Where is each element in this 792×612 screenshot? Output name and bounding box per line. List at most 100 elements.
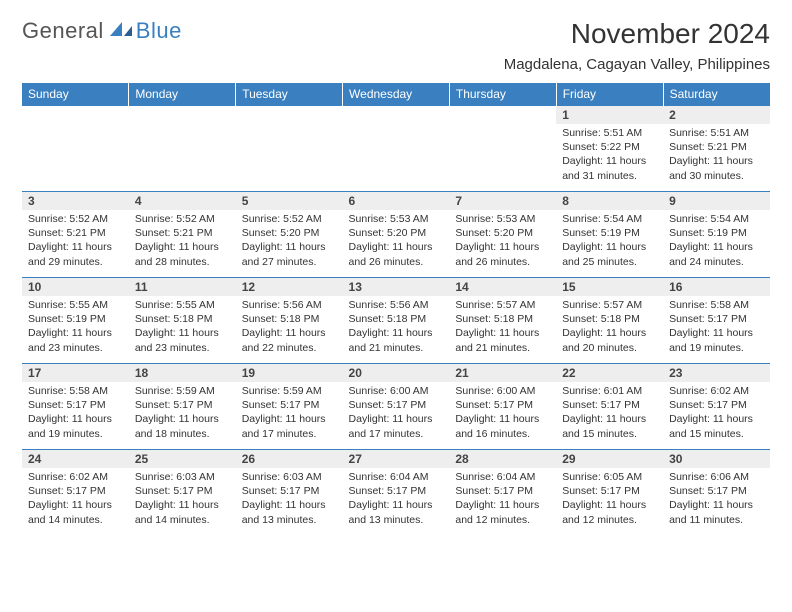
sunset-line: Sunset: 5:19 PM — [28, 312, 123, 326]
day-number: 28 — [449, 450, 556, 468]
sunrise-line: Sunrise: 6:03 AM — [135, 470, 230, 484]
calendar-day-cell: 13Sunrise: 5:56 AMSunset: 5:18 PMDayligh… — [343, 278, 450, 364]
calendar-day-cell: 28Sunrise: 6:04 AMSunset: 5:17 PMDayligh… — [449, 450, 556, 536]
sunrise-line: Sunrise: 5:53 AM — [349, 212, 444, 226]
daylight-line: Daylight: 11 hours and 15 minutes. — [562, 412, 657, 440]
day-content: Sunrise: 5:52 AMSunset: 5:21 PMDaylight:… — [22, 210, 129, 273]
daylight-line: Daylight: 11 hours and 23 minutes. — [135, 326, 230, 354]
sunrise-line: Sunrise: 6:04 AM — [349, 470, 444, 484]
day-content: Sunrise: 5:57 AMSunset: 5:18 PMDaylight:… — [449, 296, 556, 359]
calendar-day-cell: 2Sunrise: 5:51 AMSunset: 5:21 PMDaylight… — [663, 106, 770, 192]
day-content: Sunrise: 5:53 AMSunset: 5:20 PMDaylight:… — [449, 210, 556, 273]
day-content: Sunrise: 5:56 AMSunset: 5:18 PMDaylight:… — [236, 296, 343, 359]
weekday-header-row: SundayMondayTuesdayWednesdayThursdayFrid… — [22, 83, 770, 106]
sunrise-line: Sunrise: 5:51 AM — [669, 126, 764, 140]
day-number: 4 — [129, 192, 236, 210]
day-number: 7 — [449, 192, 556, 210]
daylight-line: Daylight: 11 hours and 23 minutes. — [28, 326, 123, 354]
day-number: 8 — [556, 192, 663, 210]
logo: General Blue — [22, 18, 182, 44]
sunrise-line: Sunrise: 5:56 AM — [349, 298, 444, 312]
sunrise-line: Sunrise: 5:51 AM — [562, 126, 657, 140]
day-number: 9 — [663, 192, 770, 210]
daylight-line: Daylight: 11 hours and 20 minutes. — [562, 326, 657, 354]
sunset-line: Sunset: 5:17 PM — [242, 484, 337, 498]
day-content: Sunrise: 5:55 AMSunset: 5:18 PMDaylight:… — [129, 296, 236, 359]
calendar-week-row: 24Sunrise: 6:02 AMSunset: 5:17 PMDayligh… — [22, 450, 770, 536]
daylight-line: Daylight: 11 hours and 14 minutes. — [135, 498, 230, 526]
sunrise-line: Sunrise: 6:00 AM — [349, 384, 444, 398]
day-content: Sunrise: 6:04 AMSunset: 5:17 PMDaylight:… — [343, 468, 450, 531]
day-content: Sunrise: 5:59 AMSunset: 5:17 PMDaylight:… — [236, 382, 343, 445]
day-content: Sunrise: 6:01 AMSunset: 5:17 PMDaylight:… — [556, 382, 663, 445]
daylight-line: Daylight: 11 hours and 29 minutes. — [28, 240, 123, 268]
day-content: Sunrise: 6:00 AMSunset: 5:17 PMDaylight:… — [449, 382, 556, 445]
day-number: 18 — [129, 364, 236, 382]
calendar-day-cell: 11Sunrise: 5:55 AMSunset: 5:18 PMDayligh… — [129, 278, 236, 364]
calendar-day-cell: 8Sunrise: 5:54 AMSunset: 5:19 PMDaylight… — [556, 192, 663, 278]
sunrise-line: Sunrise: 5:56 AM — [242, 298, 337, 312]
sunset-line: Sunset: 5:18 PM — [135, 312, 230, 326]
day-content: Sunrise: 6:03 AMSunset: 5:17 PMDaylight:… — [129, 468, 236, 531]
calendar-day-cell: 22Sunrise: 6:01 AMSunset: 5:17 PMDayligh… — [556, 364, 663, 450]
daylight-line: Daylight: 11 hours and 25 minutes. — [562, 240, 657, 268]
day-content: Sunrise: 5:52 AMSunset: 5:21 PMDaylight:… — [129, 210, 236, 273]
day-content: Sunrise: 6:02 AMSunset: 5:17 PMDaylight:… — [663, 382, 770, 445]
day-content: Sunrise: 5:59 AMSunset: 5:17 PMDaylight:… — [129, 382, 236, 445]
sunset-line: Sunset: 5:19 PM — [669, 226, 764, 240]
weekday-header: Tuesday — [236, 83, 343, 106]
day-number: 19 — [236, 364, 343, 382]
day-content: Sunrise: 6:03 AMSunset: 5:17 PMDaylight:… — [236, 468, 343, 531]
day-number: 23 — [663, 364, 770, 382]
page-subtitle: Magdalena, Cagayan Valley, Philippines — [504, 56, 770, 73]
sunrise-line: Sunrise: 5:54 AM — [562, 212, 657, 226]
day-content: Sunrise: 5:51 AMSunset: 5:21 PMDaylight:… — [663, 124, 770, 187]
day-number: 12 — [236, 278, 343, 296]
daylight-line: Daylight: 11 hours and 21 minutes. — [349, 326, 444, 354]
day-number: 6 — [343, 192, 450, 210]
sunset-line: Sunset: 5:18 PM — [349, 312, 444, 326]
calendar-week-row: ..........1Sunrise: 5:51 AMSunset: 5:22 … — [22, 106, 770, 192]
sunrise-line: Sunrise: 5:52 AM — [242, 212, 337, 226]
sunrise-line: Sunrise: 5:58 AM — [28, 384, 123, 398]
sunrise-line: Sunrise: 6:05 AM — [562, 470, 657, 484]
calendar-day-cell: .. — [236, 106, 343, 192]
weekday-header: Wednesday — [343, 83, 450, 106]
daylight-line: Daylight: 11 hours and 14 minutes. — [28, 498, 123, 526]
calendar-day-cell: 1Sunrise: 5:51 AMSunset: 5:22 PMDaylight… — [556, 106, 663, 192]
day-content: Sunrise: 6:05 AMSunset: 5:17 PMDaylight:… — [556, 468, 663, 531]
calendar-day-cell: 23Sunrise: 6:02 AMSunset: 5:17 PMDayligh… — [663, 364, 770, 450]
calendar-week-row: 17Sunrise: 5:58 AMSunset: 5:17 PMDayligh… — [22, 364, 770, 450]
day-content: Sunrise: 6:02 AMSunset: 5:17 PMDaylight:… — [22, 468, 129, 531]
title-block: November 2024 Magdalena, Cagayan Valley,… — [504, 18, 770, 73]
sunset-line: Sunset: 5:17 PM — [135, 398, 230, 412]
day-number: 3 — [22, 192, 129, 210]
day-content: Sunrise: 5:54 AMSunset: 5:19 PMDaylight:… — [663, 210, 770, 273]
day-number: 27 — [343, 450, 450, 468]
day-number: 15 — [556, 278, 663, 296]
sunset-line: Sunset: 5:18 PM — [455, 312, 550, 326]
daylight-line: Daylight: 11 hours and 17 minutes. — [242, 412, 337, 440]
calendar-day-cell: .. — [449, 106, 556, 192]
sunrise-line: Sunrise: 5:59 AM — [135, 384, 230, 398]
daylight-line: Daylight: 11 hours and 19 minutes. — [28, 412, 123, 440]
day-number: 26 — [236, 450, 343, 468]
sunset-line: Sunset: 5:17 PM — [669, 312, 764, 326]
day-number: 29 — [556, 450, 663, 468]
day-number: 21 — [449, 364, 556, 382]
daylight-line: Daylight: 11 hours and 26 minutes. — [349, 240, 444, 268]
day-content: Sunrise: 6:04 AMSunset: 5:17 PMDaylight:… — [449, 468, 556, 531]
sunset-line: Sunset: 5:17 PM — [562, 484, 657, 498]
sunset-line: Sunset: 5:20 PM — [349, 226, 444, 240]
sunrise-line: Sunrise: 6:01 AM — [562, 384, 657, 398]
sunset-line: Sunset: 5:17 PM — [349, 398, 444, 412]
calendar-day-cell: .. — [343, 106, 450, 192]
sunset-line: Sunset: 5:17 PM — [28, 398, 123, 412]
sunset-line: Sunset: 5:17 PM — [349, 484, 444, 498]
calendar-day-cell: 12Sunrise: 5:56 AMSunset: 5:18 PMDayligh… — [236, 278, 343, 364]
daylight-line: Daylight: 11 hours and 18 minutes. — [135, 412, 230, 440]
daylight-line: Daylight: 11 hours and 15 minutes. — [669, 412, 764, 440]
day-number: 11 — [129, 278, 236, 296]
day-content: Sunrise: 6:06 AMSunset: 5:17 PMDaylight:… — [663, 468, 770, 531]
weekday-header: Friday — [556, 83, 663, 106]
